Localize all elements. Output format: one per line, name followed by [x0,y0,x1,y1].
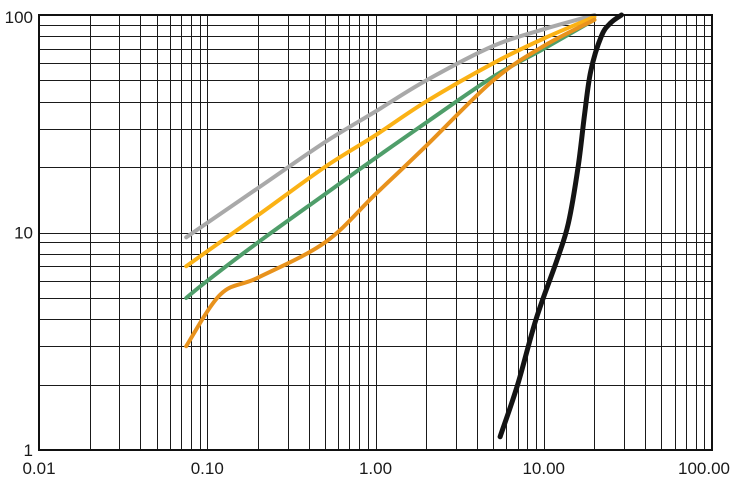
series-line-1 [184,13,597,240]
y-tick-label: 1 [24,441,33,460]
gridlines [39,15,712,451]
y-tick-label: 10 [14,224,33,243]
plot-frame [38,14,713,451]
series-line-5 [497,12,624,440]
x-tick-label: 100.00 [678,459,730,478]
x-tick-label: 1.00 [359,459,392,478]
series-line-4 [184,17,597,349]
series-line-3 [184,17,597,300]
series-line-2 [184,14,597,269]
x-tick-label: 0.10 [191,459,224,478]
series-lines [184,12,624,440]
y-tick-label: 100 [5,8,33,27]
x-tick-label: 10.00 [522,459,565,478]
tick-labels: 0.01 0.10 1.00 10.00 100.00 1 10 100 [5,8,730,478]
x-tick-label: 0.01 [22,459,55,478]
